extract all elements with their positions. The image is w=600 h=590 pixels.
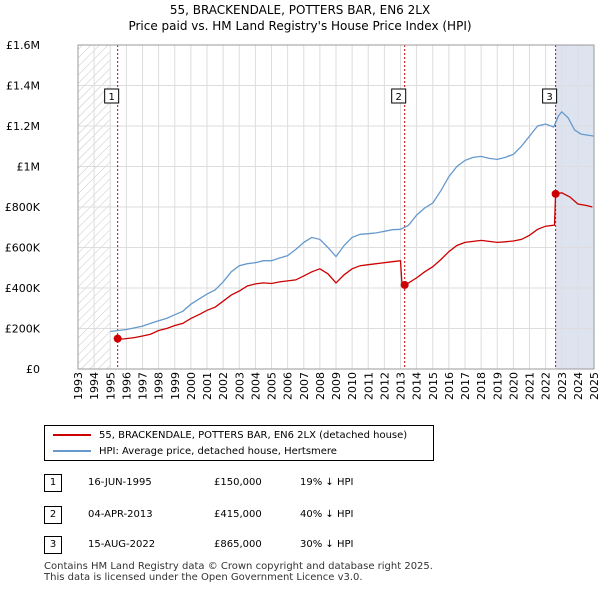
x-tick-label: 2002 <box>217 372 230 400</box>
x-tick-label: 2023 <box>556 372 569 400</box>
x-tick-label: 2019 <box>491 372 504 400</box>
sale-number-label: 2 <box>396 92 402 103</box>
sale-price: £150,000 <box>214 477 262 488</box>
legend-item-hpi: HPI: Average price, detached house, Hert… <box>53 445 337 459</box>
sale-point <box>551 189 560 198</box>
chart-legend: 55, BRACKENDALE, POTTERS BAR, EN6 2LX (d… <box>44 425 434 461</box>
sale-date: 16-JUN-1995 <box>88 477 152 488</box>
sale-marker: 1 <box>44 474 62 492</box>
series-line-hpi <box>110 110 595 333</box>
sale-price: £865,000 <box>214 539 262 550</box>
sale-number-label: 1 <box>108 92 114 103</box>
plot-frame <box>77 44 595 370</box>
x-tick-label: 2025 <box>588 372 600 400</box>
sale-marker: 2 <box>44 506 62 524</box>
x-tick-label: 2006 <box>282 372 295 400</box>
x-tick-label: 2007 <box>298 372 311 400</box>
sale-marker: 3 <box>44 536 62 554</box>
x-tick-label: 2005 <box>266 372 279 400</box>
legend-item-property: 55, BRACKENDALE, POTTERS BAR, EN6 2LX (d… <box>53 429 407 443</box>
legend-swatch-red <box>53 434 91 436</box>
price-chart: £0 £200K £400K £600K £800K £1M £1.2M £1.4M £1.6M… <box>5 39 600 400</box>
sale-number-label: 3 <box>546 92 552 103</box>
series-line-property <box>117 192 593 340</box>
y-tick-label: £400K <box>5 282 41 295</box>
x-tick-label: 2011 <box>362 372 375 400</box>
sale-number-box <box>391 88 407 104</box>
x-tick-label: 2022 <box>540 372 553 400</box>
sale-number-box <box>104 88 120 104</box>
x-tick-label: 2001 <box>201 372 214 400</box>
x-tick-label: 2010 <box>346 372 359 400</box>
x-tick-label: 1999 <box>169 372 182 400</box>
legend-label-hpi: HPI: Average price, detached house, Hert… <box>99 446 337 457</box>
x-tick-label: 1997 <box>137 372 150 400</box>
sale-point <box>400 280 409 289</box>
footer: Contains HM Land Registry data © Crown c… <box>44 561 433 583</box>
x-tick-label: 1996 <box>120 372 133 400</box>
sale-date: 04-APR-2013 <box>88 509 153 520</box>
chart-title-address: 55, BRACKENDALE, POTTERS BAR, EN6 2LX <box>169 3 431 17</box>
x-tick-label: 2004 <box>249 372 262 400</box>
sale-point <box>113 334 122 343</box>
x-tick-label: 2015 <box>427 372 440 400</box>
sale-row: 3 15-AUG-2022 £865,000 30% ↓ HPI <box>44 536 444 554</box>
y-tick-label: £600K <box>5 242 41 255</box>
x-tick-label: 1994 <box>88 372 101 400</box>
x-tick-label: 2000 <box>185 372 198 400</box>
sale-number-box <box>542 88 558 104</box>
sale-hpi-diff: 19% ↓ HPI <box>300 477 354 488</box>
x-tick-label: 2013 <box>395 372 408 400</box>
x-tick-label: 1995 <box>104 372 117 400</box>
y-tick-label: £1.4M <box>6 80 40 93</box>
sale-date: 15-AUG-2022 <box>88 539 156 550</box>
y-tick-label: £1.6M <box>6 39 40 52</box>
legend-swatch-blue <box>53 450 91 452</box>
x-tick-label: 2024 <box>572 372 585 400</box>
sale-row: 1 16-JUN-1995 £150,000 19% ↓ HPI <box>44 474 444 492</box>
chart-subtitle: Price paid vs. HM Land Registry's House … <box>128 19 472 33</box>
sale-row: 2 04-APR-2013 £415,000 40% ↓ HPI <box>44 506 444 524</box>
x-tick-label: 2008 <box>314 372 327 400</box>
x-tick-label: 2003 <box>233 372 246 400</box>
x-tick-label: 1993 <box>72 372 85 400</box>
x-tick-label: 2018 <box>475 372 488 400</box>
x-tick-label: 2017 <box>459 372 472 400</box>
x-tick-label: 2014 <box>411 372 424 400</box>
y-tick-label: £1.2M <box>6 120 40 133</box>
footer-licence: This data is licensed under the Open Gov… <box>44 572 363 583</box>
x-tick-label: 2021 <box>524 372 537 400</box>
x-tick-label: 2012 <box>378 372 391 400</box>
x-tick-label: 2020 <box>507 372 520 400</box>
y-tick-label: £200K <box>5 323 41 336</box>
y-tick-label: £0 <box>26 363 40 376</box>
sale-price: £415,000 <box>214 509 262 520</box>
y-tick-label: £800K <box>5 201 41 214</box>
footer-copyright: Contains HM Land Registry data © Crown c… <box>44 561 433 572</box>
x-tick-label: 2016 <box>443 372 456 400</box>
sale-hpi-diff: 30% ↓ HPI <box>300 539 354 550</box>
legend-label-property: 55, BRACKENDALE, POTTERS BAR, EN6 2LX (d… <box>99 430 408 441</box>
y-tick-label: £1M <box>17 161 41 174</box>
x-tick-label: 2009 <box>330 372 343 400</box>
sale-hpi-diff: 40% ↓ HPI <box>300 509 354 520</box>
x-tick-label: 1998 <box>153 372 166 400</box>
